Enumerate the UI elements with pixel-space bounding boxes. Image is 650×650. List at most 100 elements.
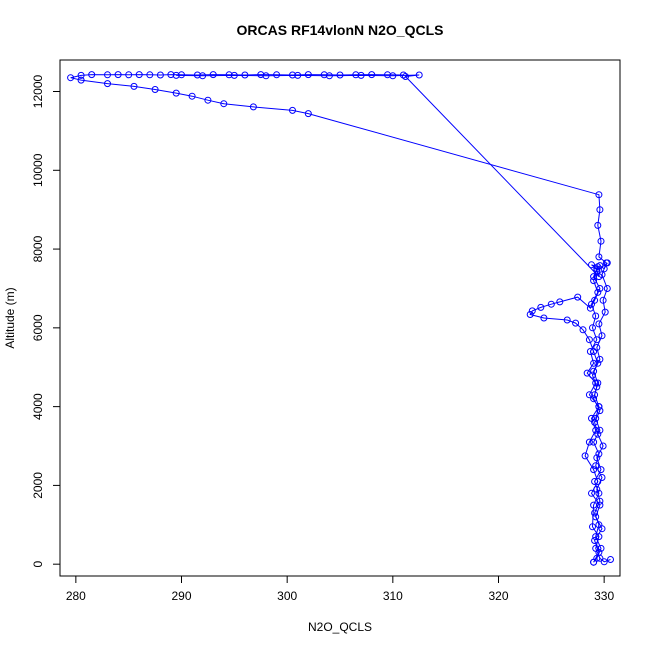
data-point bbox=[599, 296, 607, 304]
data-point bbox=[104, 71, 111, 79]
data-point bbox=[178, 71, 185, 79]
data-point bbox=[596, 426, 604, 434]
data-point bbox=[598, 525, 606, 533]
data-point bbox=[590, 367, 598, 375]
data-point bbox=[595, 533, 603, 541]
data-point bbox=[104, 80, 111, 88]
data-point bbox=[607, 556, 614, 563]
data-point bbox=[262, 72, 270, 80]
data-point bbox=[586, 304, 594, 312]
data-point bbox=[591, 537, 599, 544]
y-tick-label: 12000 bbox=[31, 75, 45, 109]
data-point bbox=[601, 308, 609, 316]
x-tick-label: 330 bbox=[594, 589, 614, 603]
data-point bbox=[596, 206, 604, 214]
data-point bbox=[581, 452, 589, 460]
data-point bbox=[151, 86, 159, 93]
data-point bbox=[592, 426, 600, 434]
data-point bbox=[130, 82, 138, 90]
data-point bbox=[590, 395, 598, 403]
x-tick-label: 290 bbox=[171, 589, 191, 603]
data-point bbox=[325, 72, 333, 80]
data-point bbox=[399, 71, 407, 79]
data-point bbox=[595, 191, 603, 199]
data-point bbox=[220, 100, 228, 108]
x-tick-label: 320 bbox=[488, 589, 508, 603]
data-point bbox=[597, 237, 605, 245]
data-point bbox=[599, 442, 607, 450]
data-point bbox=[156, 71, 164, 79]
data-point bbox=[294, 71, 302, 79]
data-point bbox=[592, 462, 600, 470]
data-point bbox=[585, 438, 593, 446]
data-point bbox=[596, 407, 604, 415]
series-lines bbox=[70, 74, 611, 563]
data-point bbox=[591, 478, 599, 485]
data-point bbox=[389, 72, 397, 80]
data-point bbox=[592, 533, 600, 541]
data-point bbox=[603, 285, 611, 292]
data-point bbox=[273, 71, 281, 79]
data-point bbox=[595, 253, 603, 261]
data-point bbox=[225, 71, 233, 79]
data-point bbox=[591, 391, 599, 399]
data-point bbox=[579, 326, 587, 334]
data-point bbox=[585, 391, 593, 399]
data-point bbox=[588, 261, 595, 269]
data-point bbox=[241, 71, 249, 79]
data-point bbox=[67, 74, 75, 82]
y-tick-label: 0 bbox=[31, 561, 45, 568]
data-point bbox=[598, 332, 606, 340]
data-point bbox=[352, 71, 360, 79]
data-point bbox=[589, 523, 596, 531]
data-point bbox=[188, 92, 196, 100]
data-point bbox=[167, 71, 175, 79]
data-point bbox=[593, 336, 601, 344]
data-point bbox=[172, 71, 180, 79]
data-point bbox=[589, 371, 596, 379]
data-point bbox=[595, 403, 603, 411]
data-point bbox=[593, 485, 601, 493]
x-axis-label: N2O_QCLS bbox=[308, 620, 372, 634]
data-point bbox=[402, 73, 409, 80]
data-point bbox=[230, 71, 238, 79]
y-axis-label: Altitude (m) bbox=[3, 287, 17, 348]
data-point bbox=[357, 71, 365, 79]
data-point bbox=[590, 466, 598, 474]
data-point bbox=[590, 348, 598, 355]
data-point bbox=[114, 71, 122, 79]
data-point bbox=[597, 544, 605, 552]
data-point bbox=[592, 544, 600, 552]
data-point bbox=[289, 106, 296, 114]
y-tick-label: 2000 bbox=[31, 472, 45, 499]
data-point bbox=[336, 71, 344, 79]
data-point bbox=[595, 489, 603, 497]
data-point bbox=[125, 71, 133, 79]
series-line bbox=[70, 74, 608, 563]
data-point bbox=[563, 316, 571, 324]
data-point bbox=[594, 288, 602, 296]
data-point bbox=[204, 96, 212, 104]
data-point bbox=[595, 450, 603, 458]
y-axis: 0 2000 4000 6000 8000 10000 12000 bbox=[31, 75, 61, 568]
data-point bbox=[585, 336, 593, 344]
data-point bbox=[603, 259, 611, 267]
data-point bbox=[590, 501, 598, 509]
data-point bbox=[595, 320, 603, 328]
data-point bbox=[135, 71, 143, 79]
data-point bbox=[320, 71, 328, 79]
data-point bbox=[591, 418, 599, 426]
data-point bbox=[598, 474, 606, 481]
data-point bbox=[146, 71, 154, 79]
data-point bbox=[590, 359, 598, 367]
data-point bbox=[289, 71, 296, 79]
data-point bbox=[590, 277, 598, 285]
data-point bbox=[596, 285, 604, 292]
series-line bbox=[176, 74, 608, 277]
series-points bbox=[67, 71, 614, 566]
data-point bbox=[590, 438, 598, 446]
data-point bbox=[596, 497, 604, 505]
data-point bbox=[594, 221, 602, 229]
data-point bbox=[593, 454, 601, 462]
